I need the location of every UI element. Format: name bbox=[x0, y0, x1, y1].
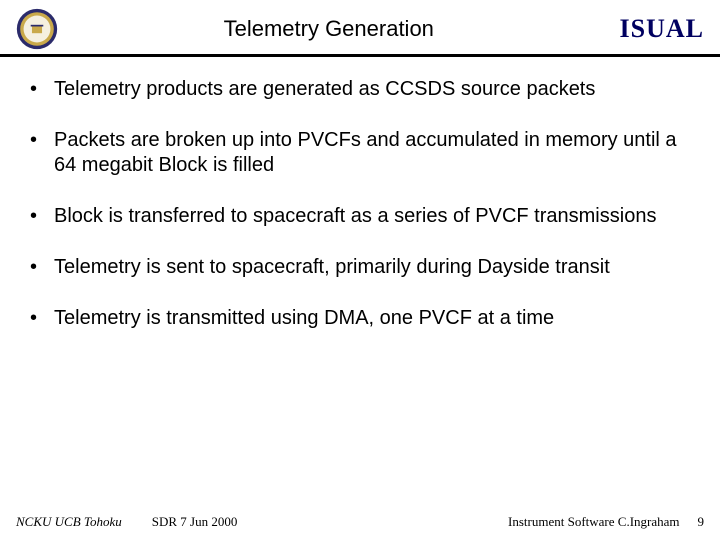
bullet-text: Block is transferred to spacecraft as a … bbox=[54, 204, 656, 229]
slide-header: Telemetry Generation ISUAL bbox=[0, 0, 720, 54]
bullet-dot-icon: • bbox=[30, 204, 54, 229]
bullet-dot-icon: • bbox=[30, 306, 54, 331]
isual-logo: ISUAL bbox=[620, 14, 704, 44]
bullet-item: • Telemetry products are generated as CC… bbox=[30, 77, 690, 102]
bullet-text: Telemetry products are generated as CCSD… bbox=[54, 77, 595, 102]
bullet-text: Telemetry is transmitted using DMA, one … bbox=[54, 306, 554, 331]
page-number: 9 bbox=[698, 514, 705, 530]
slide-footer: NCKU UCB Tohoku SDR 7 Jun 2000 Instrumen… bbox=[0, 514, 720, 530]
bullet-item: • Telemetry is transmitted using DMA, on… bbox=[30, 306, 690, 331]
footer-right: Instrument Software C.Ingraham bbox=[508, 514, 679, 530]
bullet-text: Telemetry is sent to spacecraft, primari… bbox=[54, 255, 610, 280]
slide-title: Telemetry Generation bbox=[38, 16, 620, 42]
bullet-item: • Packets are broken up into PVCFs and a… bbox=[30, 128, 690, 178]
bullet-item: • Block is transferred to spacecraft as … bbox=[30, 204, 690, 229]
bullet-dot-icon: • bbox=[30, 77, 54, 102]
bullet-dot-icon: • bbox=[30, 255, 54, 280]
bullet-item: • Telemetry is sent to spacecraft, prima… bbox=[30, 255, 690, 280]
footer-left: NCKU UCB Tohoku bbox=[16, 514, 122, 530]
slide-body: • Telemetry products are generated as CC… bbox=[0, 57, 720, 331]
bullet-dot-icon: • bbox=[30, 128, 54, 178]
footer-center: SDR 7 Jun 2000 bbox=[152, 514, 238, 530]
bullet-text: Packets are broken up into PVCFs and acc… bbox=[54, 128, 690, 178]
